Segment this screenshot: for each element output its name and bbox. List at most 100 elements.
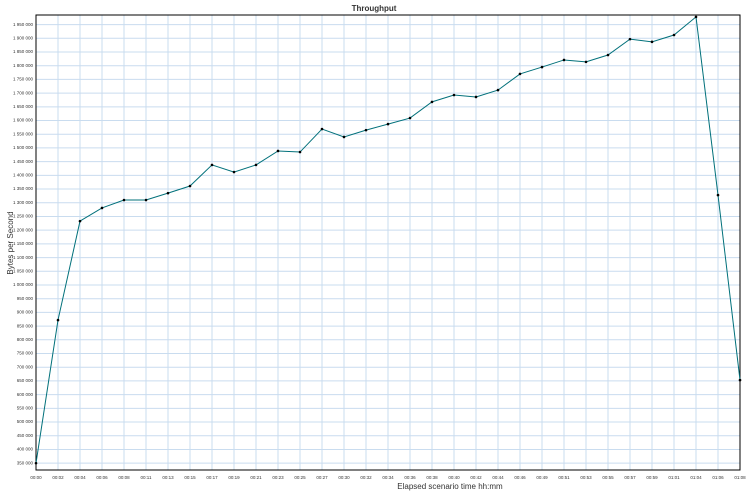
data-point <box>78 219 82 223</box>
data-point <box>474 95 478 99</box>
x-tick-label: 00:32 <box>360 475 372 480</box>
data-point <box>716 193 720 197</box>
y-tick-label: 400 000 <box>17 447 34 452</box>
y-tick-label: 1 200 000 <box>13 227 34 232</box>
x-tick-label: 01:01 <box>668 475 680 480</box>
data-point <box>540 65 544 69</box>
data-point <box>650 40 654 44</box>
x-tick-label: 00:04 <box>74 475 86 480</box>
data-point <box>694 15 698 19</box>
x-tick-label: 00:25 <box>294 475 306 480</box>
data-point <box>276 149 280 153</box>
y-tick-label: 1 450 000 <box>13 159 34 164</box>
y-tick-label: 1 250 000 <box>13 214 34 219</box>
data-point <box>386 122 390 126</box>
x-tick-label: 00:38 <box>426 475 438 480</box>
y-tick-label: 550 000 <box>17 406 34 411</box>
data-point <box>188 184 192 188</box>
y-tick-label: 1 650 000 <box>13 104 34 109</box>
x-tick-label: 00:23 <box>272 475 284 480</box>
y-tick-label: 450 000 <box>17 433 34 438</box>
x-tick-label: 00:53 <box>580 475 592 480</box>
data-point <box>606 53 610 57</box>
data-point <box>298 150 302 154</box>
data-point <box>320 127 324 131</box>
x-tick-label: 00:19 <box>228 475 240 480</box>
y-tick-label: 350 000 <box>17 460 34 465</box>
x-tick-label: 00:17 <box>206 475 218 480</box>
x-tick-label: 00:00 <box>30 475 42 480</box>
x-tick-label: 00:13 <box>162 475 174 480</box>
y-tick-label: 1 100 000 <box>13 255 34 260</box>
x-tick-label: 00:49 <box>536 475 548 480</box>
y-tick-label: 1 550 000 <box>13 131 34 136</box>
y-tick-label: 1 750 000 <box>13 77 34 82</box>
y-tick-label: 1 800 000 <box>13 63 34 68</box>
x-tick-label: 01:04 <box>690 475 702 480</box>
data-point <box>672 33 676 37</box>
y-tick-label: 1 950 000 <box>13 22 34 27</box>
chart-title: Throughput <box>352 4 397 13</box>
x-tick-label: 00:36 <box>404 475 416 480</box>
data-point <box>562 58 566 62</box>
y-tick-label: 1 600 000 <box>13 118 34 123</box>
y-tick-label: 1 900 000 <box>13 35 34 40</box>
y-tick-label: 1 700 000 <box>13 90 34 95</box>
x-tick-label: 00:55 <box>602 475 614 480</box>
y-tick-label: 1 000 000 <box>13 282 34 287</box>
y-tick-label: 800 000 <box>17 337 34 342</box>
x-tick-label: 00:42 <box>470 475 482 480</box>
x-tick-label: 00:40 <box>448 475 460 480</box>
data-point <box>166 191 170 195</box>
data-point <box>100 206 104 210</box>
x-tick-label: 00:21 <box>250 475 262 480</box>
x-tick-label: 00:34 <box>382 475 394 480</box>
x-tick-label: 00:02 <box>52 475 64 480</box>
x-tick-label: 01:06 <box>712 475 724 480</box>
data-point <box>56 318 60 322</box>
x-tick-label: 00:46 <box>514 475 526 480</box>
x-tick-label: 01:08 <box>734 475 746 480</box>
data-point <box>628 37 632 41</box>
data-point <box>584 60 588 64</box>
x-tick-label: 00:06 <box>96 475 108 480</box>
data-point <box>518 72 522 76</box>
x-tick-label: 00:11 <box>141 475 152 480</box>
y-tick-label: 1 850 000 <box>13 49 34 54</box>
data-point <box>232 170 236 174</box>
x-tick-label: 00:27 <box>316 475 328 480</box>
data-point <box>408 116 412 120</box>
y-tick-label: 700 000 <box>17 364 34 369</box>
data-point <box>210 163 214 167</box>
y-axis-label: Bytes per Second <box>6 211 15 274</box>
data-point <box>496 88 500 92</box>
data-point <box>452 93 456 97</box>
x-tick-label: 00:59 <box>646 475 658 480</box>
x-tick-label: 00:51 <box>558 475 570 480</box>
y-tick-label: 1 350 000 <box>13 186 34 191</box>
data-point <box>364 128 368 132</box>
data-point <box>34 461 38 465</box>
plot-frame <box>35 14 741 471</box>
data-point <box>430 100 434 104</box>
x-tick-label: 00:44 <box>492 475 504 480</box>
x-tick-label: 00:57 <box>624 475 636 480</box>
data-point <box>122 198 126 202</box>
x-tick-label: 00:15 <box>184 475 196 480</box>
x-tick-label: 00:08 <box>118 475 130 480</box>
y-tick-label: 650 000 <box>17 378 34 383</box>
y-tick-label: 600 000 <box>17 392 34 397</box>
x-tick-label: 00:30 <box>338 475 350 480</box>
y-tick-label: 1 300 000 <box>13 200 34 205</box>
y-tick-label: 1 400 000 <box>13 173 34 178</box>
y-tick-label: 1 150 000 <box>13 241 34 246</box>
data-point <box>144 198 148 202</box>
y-tick-label: 1 050 000 <box>13 268 34 273</box>
data-point <box>342 135 346 139</box>
data-point <box>254 163 258 167</box>
data-point <box>738 378 742 382</box>
x-axis-label: Elapsed scenario time hh:mm <box>397 482 503 491</box>
y-tick-label: 950 000 <box>17 296 34 301</box>
y-tick-label: 1 500 000 <box>13 145 34 150</box>
